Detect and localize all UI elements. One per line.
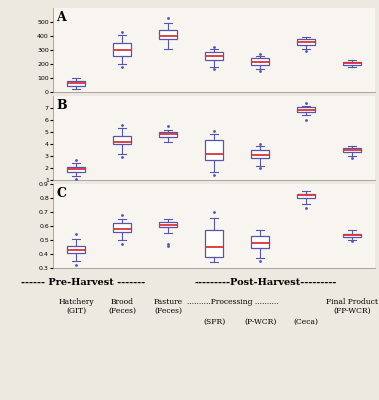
Bar	[67, 246, 85, 253]
Bar	[113, 43, 131, 56]
Text: ------ Pre-Harvest -------: ------ Pre-Harvest -------	[21, 278, 146, 287]
Bar	[343, 62, 361, 65]
Bar	[298, 40, 315, 45]
Text: (SFR): (SFR)	[203, 318, 225, 326]
Bar	[159, 222, 177, 228]
Bar	[205, 52, 223, 60]
Bar	[113, 136, 131, 144]
Text: (P-WCR): (P-WCR)	[244, 318, 276, 326]
Bar	[343, 234, 361, 237]
Bar	[251, 150, 269, 158]
Text: A: A	[56, 10, 66, 24]
Bar	[159, 132, 177, 137]
Bar	[159, 30, 177, 40]
Bar	[251, 58, 269, 65]
Text: B: B	[56, 98, 67, 112]
Text: Brood
(Feces): Brood (Feces)	[108, 298, 136, 315]
Bar	[205, 140, 223, 160]
Bar	[298, 194, 315, 198]
Text: Hatchery
(GIT): Hatchery (GIT)	[58, 298, 94, 315]
Bar	[113, 223, 131, 232]
Text: ---------Post-Harvest---------: ---------Post-Harvest---------	[194, 278, 337, 287]
Bar	[67, 167, 85, 172]
Bar	[343, 148, 361, 152]
Text: ..........Processing ..........: ..........Processing ..........	[187, 298, 279, 306]
Bar	[205, 230, 223, 257]
Text: C: C	[56, 187, 66, 200]
Bar	[298, 108, 315, 112]
Text: (Ceca): (Ceca)	[294, 318, 319, 326]
Bar	[67, 81, 85, 86]
Bar	[251, 236, 269, 248]
Text: Pasture
(Feces): Pasture (Feces)	[153, 298, 183, 315]
Text: Final Product
(FP-WCR): Final Product (FP-WCR)	[326, 298, 378, 315]
